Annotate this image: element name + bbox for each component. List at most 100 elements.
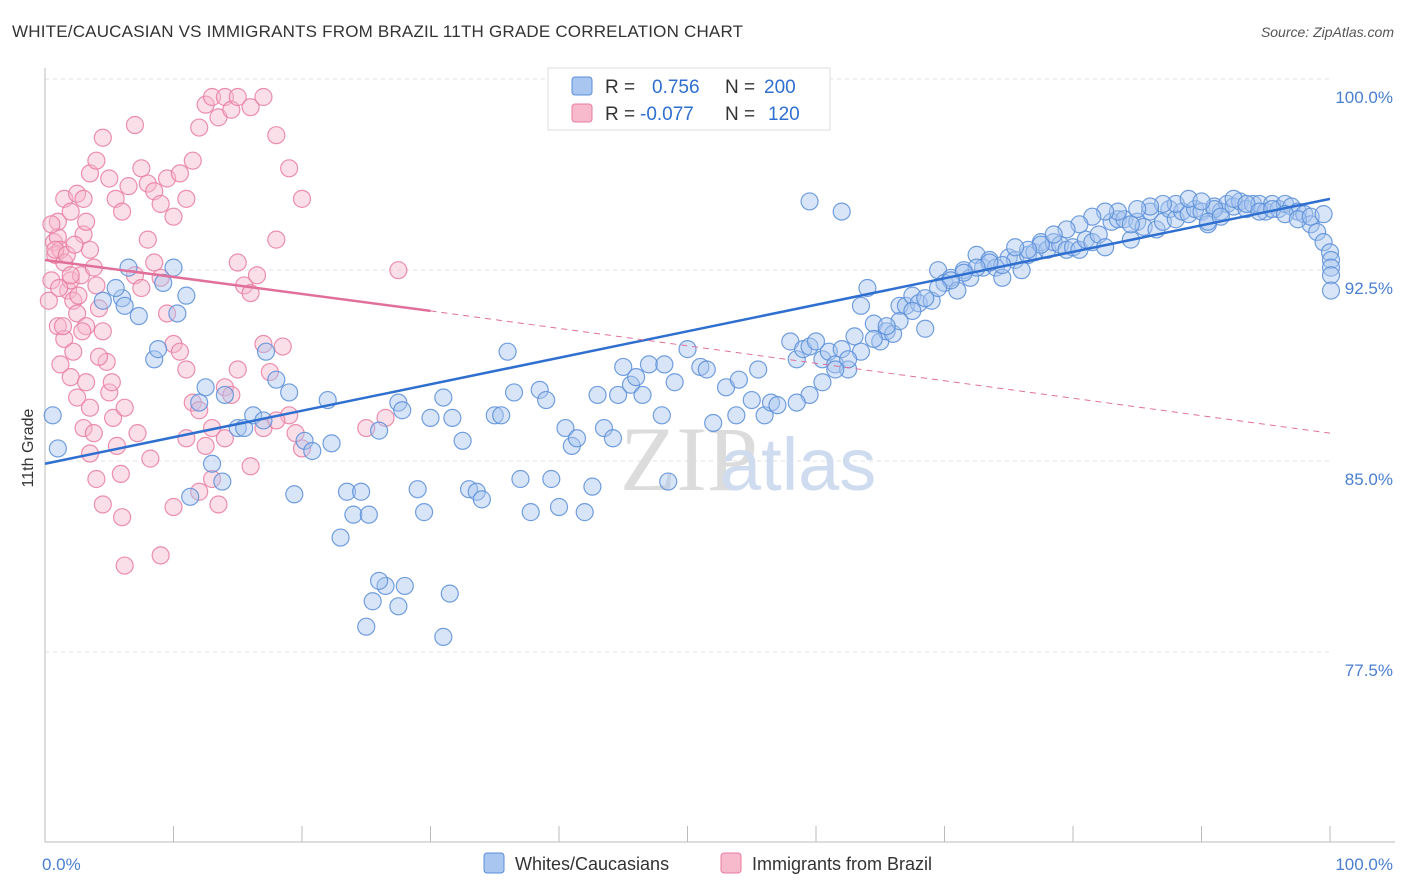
brazil-point — [125, 115, 145, 135]
whites-point — [800, 192, 819, 211]
brazil-point — [119, 177, 138, 196]
brazil-point — [138, 174, 157, 193]
whites-point — [1044, 225, 1063, 244]
whites-point — [575, 503, 594, 522]
whites-point — [344, 505, 363, 524]
y-tick-label: 100.0% — [1335, 88, 1393, 107]
whites-point — [370, 421, 389, 440]
whites-point — [1192, 192, 1211, 211]
whites-point — [285, 485, 304, 504]
bottom-legend-label-brazil: Immigrants from Brazil — [752, 854, 932, 874]
whites-point — [267, 370, 286, 389]
trend-line-whites — [44, 197, 1331, 465]
whites-point — [1121, 215, 1140, 234]
brazil-point — [64, 342, 83, 361]
y-axis-label: 11th Grade — [20, 408, 37, 487]
legend-r-label-whites: R = — [605, 77, 635, 98]
brazil-point — [145, 253, 164, 272]
whites-point — [659, 472, 678, 491]
whites-point — [729, 370, 749, 389]
brazil-point — [61, 266, 80, 285]
whites-point — [498, 342, 517, 361]
brazil-point — [151, 546, 170, 565]
legend-frame — [547, 67, 831, 131]
brazil-point — [80, 240, 100, 259]
brazil-point — [93, 495, 112, 514]
whites-point — [202, 454, 222, 473]
brazil-point — [77, 212, 96, 231]
whites-point — [331, 528, 350, 547]
brazil-point — [209, 495, 228, 514]
brazil-point — [190, 401, 209, 420]
y-tick-label: 77.5% — [1345, 661, 1393, 680]
legend-n-label-brazil: N = — [725, 104, 755, 125]
whites-point — [1321, 258, 1341, 277]
legend-n-label-whites: N = — [725, 77, 755, 98]
brazil-point — [61, 202, 80, 221]
whites-point — [93, 291, 112, 310]
legend-r-value-whites: 0.756 — [652, 77, 700, 98]
brazil-point — [51, 355, 70, 374]
brazil-point — [164, 207, 183, 226]
whites-point — [213, 472, 232, 491]
brazil-point — [183, 151, 202, 170]
whites-point — [567, 429, 587, 448]
brazil-point — [53, 317, 73, 336]
whites-point — [549, 497, 569, 517]
whites-point — [119, 258, 138, 277]
whites-point — [851, 296, 871, 315]
whites-point — [845, 327, 864, 346]
whites-point — [1320, 243, 1340, 262]
brazil-point — [93, 322, 112, 341]
trend-line-brazil-extension — [430, 310, 1331, 434]
brazil-point — [260, 362, 279, 382]
brazil-point — [228, 253, 247, 272]
brazil-point — [77, 373, 96, 392]
y-tick-labels: 100.0% 92.5% 85.0% 77.5% — [1335, 88, 1393, 680]
brazil-point — [74, 418, 93, 438]
brazil-point — [68, 304, 87, 323]
whites-point — [177, 286, 196, 305]
whites-point — [1308, 222, 1327, 242]
legend-swatch-brazil — [571, 103, 593, 123]
brazil-point — [280, 159, 299, 178]
whites-point — [511, 469, 530, 489]
series-whites-points — [43, 189, 1341, 646]
brazil-point — [196, 436, 215, 455]
whites-point — [652, 406, 671, 425]
brazil-point — [141, 449, 160, 468]
whites-point — [530, 380, 549, 399]
brazil-point — [254, 87, 273, 107]
whites-point — [295, 431, 314, 450]
brazil-point — [273, 337, 292, 356]
whites-point — [190, 393, 209, 412]
whites-point — [1314, 233, 1333, 252]
whites-point — [43, 406, 62, 425]
whites-point — [588, 385, 607, 405]
brazil-point — [39, 291, 58, 310]
whites-point — [168, 304, 187, 323]
whites-point — [196, 378, 215, 397]
brazil-point — [128, 424, 147, 443]
whites-point — [434, 627, 453, 646]
whites-point — [1321, 266, 1341, 285]
brazil-point — [228, 360, 247, 379]
brazil-point — [80, 398, 100, 417]
whites-point — [1314, 205, 1333, 224]
brazil-point — [115, 556, 134, 575]
brazil-point — [132, 159, 151, 178]
brazil-point — [93, 128, 112, 147]
whites-point — [1006, 238, 1025, 257]
whites-point — [115, 296, 134, 315]
whites-point — [768, 396, 787, 415]
whites-point — [626, 368, 646, 387]
whites-point — [704, 413, 723, 433]
whites-point — [129, 306, 148, 326]
whites-point — [145, 350, 164, 369]
whites-point — [537, 390, 556, 410]
brazil-point — [69, 286, 88, 305]
whites-point — [639, 355, 659, 374]
brazil-point — [183, 393, 202, 412]
legend-r-label-brazil: R = — [605, 104, 635, 125]
